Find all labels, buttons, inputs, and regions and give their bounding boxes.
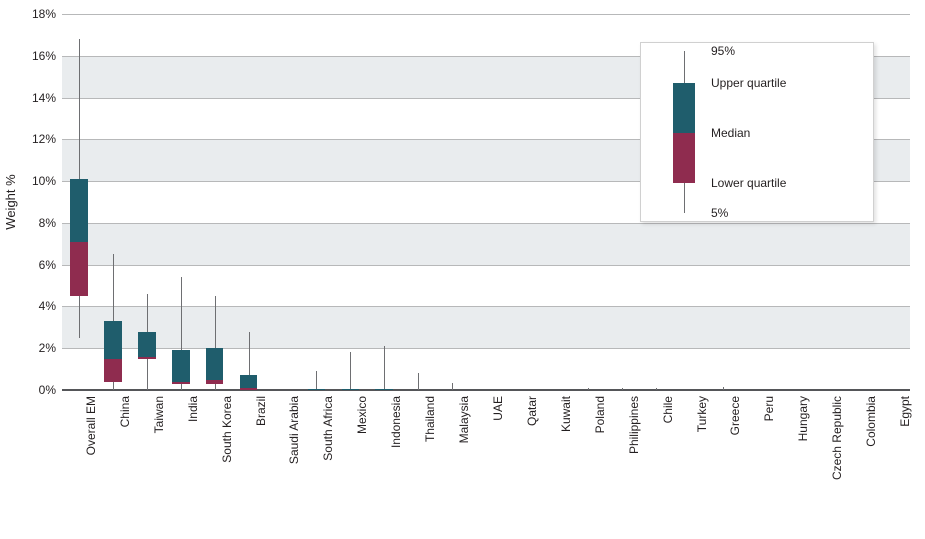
x-tick-label: Mexico	[355, 396, 369, 434]
gridline	[62, 306, 910, 307]
legend-box-lower	[673, 133, 695, 183]
legend-box: 95% Upper quartile Median Lower quartile 5%	[640, 42, 874, 222]
whisker	[588, 388, 589, 390]
box-lower	[104, 359, 122, 382]
whisker	[384, 346, 385, 390]
gridline	[62, 223, 910, 224]
x-tick-label: Thailand	[423, 396, 437, 442]
gridline	[62, 348, 910, 349]
box-upper	[70, 179, 88, 242]
x-tick-label: Chile	[661, 396, 675, 423]
x-tick-label: Indonesia	[389, 396, 403, 448]
box-upper	[206, 348, 224, 379]
x-tick-label: Hungary	[796, 396, 810, 441]
whisker	[452, 383, 453, 390]
x-tick-label: South Africa	[321, 396, 335, 461]
box-upper	[308, 389, 326, 390]
x-tick-label: Colombia	[864, 396, 878, 447]
box-upper	[342, 389, 360, 390]
x-tick-label: Taiwan	[152, 396, 166, 433]
x-tick-label: Egypt	[898, 396, 912, 427]
x-tick-label: Turkey	[695, 396, 709, 432]
x-tick-label: Peru	[762, 396, 776, 421]
box-lower	[172, 382, 190, 384]
y-tick-label: 12%	[32, 132, 56, 146]
box-lower	[206, 380, 224, 384]
x-tick-label: Czech Republic	[830, 396, 844, 480]
box-upper	[240, 375, 258, 388]
y-tick-label: 10%	[32, 174, 56, 188]
legend-box-upper	[673, 83, 695, 133]
box-upper	[138, 332, 156, 357]
legend-label-median: Median	[711, 126, 750, 140]
whisker	[418, 373, 419, 390]
x-tick-label: Saudi Arabia	[287, 396, 301, 464]
whisker	[656, 388, 657, 390]
box-upper	[375, 389, 393, 390]
x-tick-label: Qatar	[525, 396, 539, 426]
y-tick-label: 16%	[32, 49, 56, 63]
x-tick-label: Kuwait	[559, 396, 573, 432]
x-tick-label: UAE	[491, 396, 505, 421]
x-tick-label: Greece	[728, 396, 742, 435]
grid-band	[62, 223, 910, 265]
y-tick-label: 18%	[32, 7, 56, 21]
box-upper	[172, 350, 190, 381]
box-lower	[138, 357, 156, 359]
legend-label-p95: 95%	[711, 44, 735, 58]
legend-label-upper: Upper quartile	[711, 76, 786, 90]
legend-label-lower: Lower quartile	[711, 176, 786, 190]
x-tick-label: China	[118, 396, 132, 427]
boxplot-chart: 0% 2% 4% 6% 8% 10% 12% 14% 16% 18% Overall EM China…	[0, 0, 925, 539]
x-axis-baseline	[62, 389, 910, 391]
x-tick-label: Brazil	[254, 396, 268, 426]
gridline	[62, 14, 910, 15]
y-tick-label: 14%	[32, 91, 56, 105]
y-tick-label: 0%	[39, 383, 56, 397]
x-tick-label: Overall EM	[84, 396, 98, 455]
whisker	[350, 352, 351, 390]
box-lower	[70, 242, 88, 296]
box-lower	[240, 388, 258, 390]
x-tick-label: Poland	[593, 396, 607, 433]
legend-label-p5: 5%	[711, 206, 728, 220]
y-tick-label: 4%	[39, 299, 56, 313]
x-tick-label: India	[186, 396, 200, 422]
x-tick-label: South Korea	[220, 396, 234, 463]
whisker	[622, 388, 623, 390]
y-axis-title: Weight %	[3, 174, 18, 229]
grid-band	[62, 306, 910, 348]
y-tick-label: 2%	[39, 341, 56, 355]
x-tick-label: Malaysia	[457, 396, 471, 443]
whisker	[316, 371, 317, 390]
y-tick-label: 8%	[39, 216, 56, 230]
box-upper	[104, 321, 122, 359]
y-tick-label: 6%	[39, 258, 56, 272]
whisker	[723, 387, 724, 390]
x-tick-label: Philippines	[627, 396, 641, 454]
gridline	[62, 265, 910, 266]
